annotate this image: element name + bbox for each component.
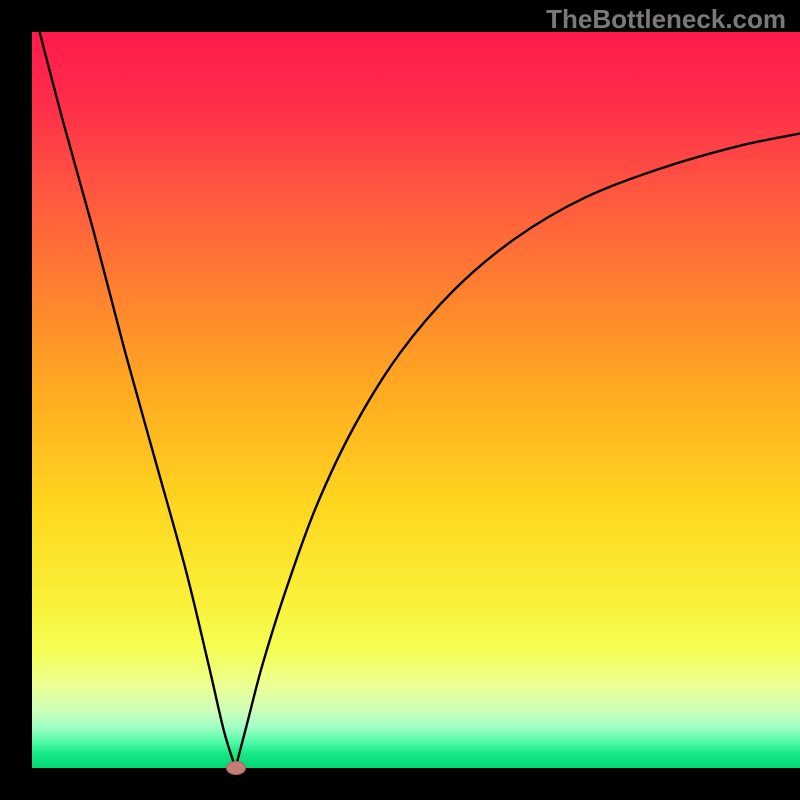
chart-container: TheBottleneck.com [0, 0, 800, 800]
watermark-text: TheBottleneck.com [546, 4, 786, 35]
plot-gradient-background [32, 32, 800, 768]
minimum-marker [226, 761, 246, 775]
